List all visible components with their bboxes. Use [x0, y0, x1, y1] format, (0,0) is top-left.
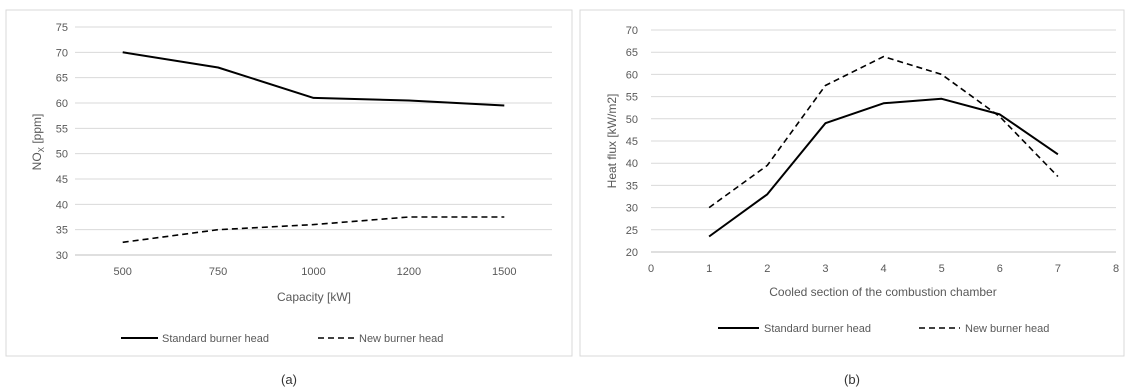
caption-a: (a) [281, 372, 297, 387]
chart-b-y-tick-label: 35 [626, 180, 638, 192]
chart-b-y-axis-title: Heat flux [kW/m2] [605, 94, 619, 189]
chart-a-legend: Standard burner head New burner head [121, 333, 443, 345]
chart-b-y-tick-label: 50 [626, 114, 638, 126]
chart-a-y-tick-label: 45 [56, 174, 68, 186]
chart-b-x-tick-label: 6 [997, 263, 1003, 275]
chart-a-y-tick-label: 60 [56, 98, 68, 110]
chart-a-series-line-new [122, 216, 505, 244]
chart-a-frame [5, 9, 573, 357]
caption-b: (b) [844, 372, 860, 387]
chart-b-frame [579, 9, 1125, 357]
chart-b-legend: Standard burner head New burner head [718, 323, 1049, 335]
chart-b-x-tick-label: 7 [1055, 263, 1061, 275]
chart-a-series-line-standard [122, 51, 505, 107]
chart-b-y-tick-label: 20 [626, 247, 638, 259]
chart-a-x-tick-label: 1200 [397, 266, 421, 278]
chart-a-y-tick-label: 70 [56, 47, 68, 59]
chart-b-y-ticks: 20 25 30 35 40 45 50 55 60 65 70 [626, 25, 638, 259]
chart-b-grid [651, 29, 1116, 253]
chart-b-y-tick-label: 70 [626, 25, 638, 37]
chart-b-x-tick-label: 3 [822, 263, 828, 275]
chart-b-y-tick-label: 55 [626, 92, 638, 104]
chart-b-y-tick-label: 45 [626, 136, 638, 148]
chart-a-x-tick-label: 500 [114, 266, 132, 278]
chart-a-x-ticks: 500 750 1000 1200 1500 [114, 266, 517, 278]
chart-b-y-tick-label: 30 [626, 203, 638, 215]
chart-a-legend-label-new: New burner head [359, 333, 443, 345]
chart-b-x-tick-label: 5 [939, 263, 945, 275]
chart-b-series-line-standard [708, 97, 1059, 238]
chart-b-legend-label-standard: Standard burner head [764, 323, 871, 335]
chart-a-y-axis-title: NOX [ppm] [30, 114, 46, 171]
chart-b-x-ticks: 0 1 2 3 4 5 6 7 8 [648, 263, 1119, 275]
chart-b-x-tick-label: 2 [764, 263, 770, 275]
chart-a-y-tick-label: 65 [56, 73, 68, 85]
chart-b-x-tick-label: 4 [880, 263, 886, 275]
chart-a-x-tick-label: 1000 [301, 266, 325, 278]
chart-a-y-tick-label: 40 [56, 199, 68, 211]
chart-b-x-tick-label: 1 [706, 263, 712, 275]
chart-a-y-tick-label: 35 [56, 225, 68, 237]
chart-b-series-line-new [708, 55, 1059, 209]
chart-b-x-tick-label: 8 [1113, 263, 1119, 275]
chart-b-series [708, 55, 1059, 238]
chart-a-y-tick-label: 50 [56, 149, 68, 161]
chart-a-x-axis-title: Capacity [kW] [277, 290, 351, 304]
chart-a-y-tick-label: 55 [56, 123, 68, 135]
chart-a-legend-label-standard: Standard burner head [162, 333, 269, 345]
chart-b-y-tick-label: 65 [626, 47, 638, 59]
chart-a-y-tick-label: 30 [56, 250, 68, 262]
chart-b-x-tick-label: 0 [648, 263, 654, 275]
chart-a-x-tick-label: 750 [209, 266, 227, 278]
chart-a-x-tick-label: 1500 [492, 266, 516, 278]
chart-a-series [122, 51, 505, 244]
chart-a-grid [75, 26, 552, 256]
chart-a-y-tick-label: 75 [56, 22, 68, 34]
chart-b-y-tick-label: 40 [626, 158, 638, 170]
chart-b-y-tick-label: 25 [626, 225, 638, 237]
chart-b-y-tick-label: 60 [626, 69, 638, 81]
chart-b-legend-label-new: New burner head [965, 323, 1049, 335]
chart-b-x-axis-title: Cooled section of the combustion chamber [769, 285, 996, 299]
chart-a-y-ticks: 30 35 40 45 50 55 60 65 70 75 [56, 22, 68, 262]
